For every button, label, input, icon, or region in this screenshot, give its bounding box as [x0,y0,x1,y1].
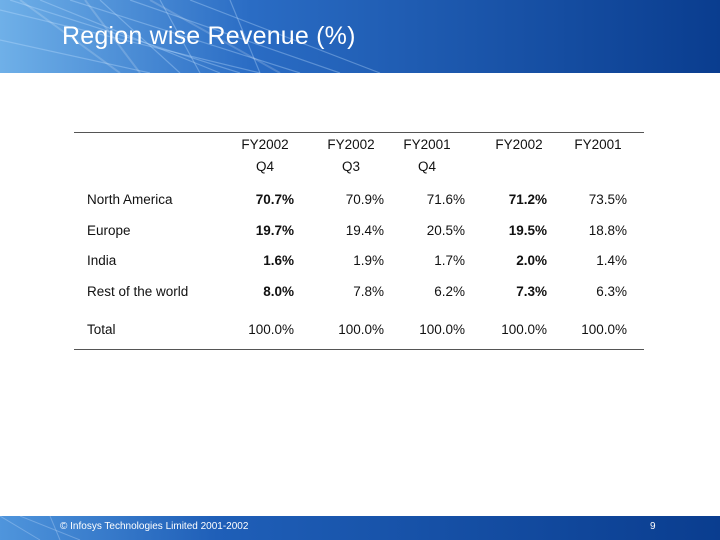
table-cell: 7.8% [353,284,384,299]
table-cell: 1.7% [434,253,465,268]
slide-title: Region wise Revenue (%) [62,22,356,50]
table-cell: 1.6% [263,253,294,268]
table-cell: 71.6% [426,192,465,207]
table-cell: 1.4% [596,253,627,268]
row-label: India [87,253,117,268]
column-header: FY2002 Q3 [327,137,375,174]
table-cell: 19.5% [508,223,547,238]
table-cell: 18.8% [588,223,627,238]
table-cell: 19.7% [255,223,294,238]
table-cell: 6.2% [434,284,465,299]
table-cell: 71.2% [508,192,547,207]
row-label: Europe [87,223,131,238]
column-header: FY2001 [574,137,622,152]
table-bottom-rule [74,349,644,350]
row-label: Rest of the world [87,284,189,299]
table-cell: 70.7% [255,192,294,207]
table-cell: 8.0% [263,284,294,299]
decorative-rays [0,0,720,73]
row-label: North America [87,192,173,207]
table-cell: 7.3% [516,284,547,299]
footer-decoration [0,516,720,540]
table-cell: 73.5% [588,192,627,207]
table-cell: 20.5% [426,223,465,238]
table-cell: 70.9% [345,192,384,207]
row-label: Total [87,322,116,337]
table-cell: 100.0% [338,322,384,337]
table-cell: 100.0% [419,322,465,337]
title-band: Region wise Revenue (%) [0,0,720,73]
column-header: FY2001 Q4 [403,137,451,174]
table-cell: 100.0% [501,322,547,337]
table-top-rule [74,132,644,133]
table-cell: 100.0% [581,322,627,337]
page-number: 9 [650,521,656,532]
table-cell: 6.3% [596,284,627,299]
copyright-text: © Infosys Technologies Limited 2001-2002 [60,521,249,532]
column-header: FY2002 [495,137,543,152]
table-cell: 100.0% [248,322,294,337]
table-cell: 1.9% [353,253,384,268]
table-cell: 2.0% [516,253,547,268]
footer-band: © Infosys Technologies Limited 2001-2002… [0,516,720,540]
table-cell: 19.4% [345,223,384,238]
column-header: FY2002 Q4 [241,137,289,174]
